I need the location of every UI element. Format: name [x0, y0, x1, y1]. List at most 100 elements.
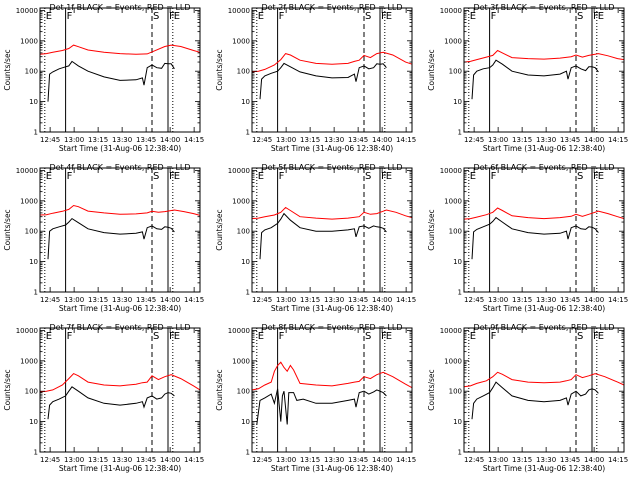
x-tick-label: 13:45	[560, 136, 580, 144]
x-tick-label: 13:30	[112, 296, 132, 304]
x-tick-label: 13:15	[512, 136, 532, 144]
marker-label: E	[386, 331, 392, 342]
x-tick-label: 13:15	[512, 296, 532, 304]
x-axis-label: Start Time (31-Aug-06 12:38:40)	[59, 144, 181, 153]
x-tick-label: 13:00	[488, 136, 508, 144]
y-tick-label: 10000	[440, 7, 462, 15]
marker-label: F	[169, 331, 175, 342]
plot-frame	[39, 327, 201, 453]
y-axis-label: Counts/sec	[215, 369, 224, 410]
marker-label: E	[470, 171, 476, 182]
x-tick-label: 14:15	[184, 456, 204, 464]
y-axis-label: Counts/sec	[215, 49, 224, 90]
marker-label: F	[67, 11, 73, 22]
marker-label: E	[46, 171, 52, 182]
x-tick-label: 13:30	[536, 456, 556, 464]
series-lld-line	[463, 371, 625, 388]
marker-label: F	[381, 171, 387, 182]
series-events-line	[471, 59, 599, 100]
x-tick-label: 13:45	[136, 296, 156, 304]
y-tick-label: 1000	[232, 37, 250, 45]
y-tick-label: 10000	[440, 167, 462, 175]
series-events-line	[471, 216, 599, 260]
y-axis-label: Counts/sec	[215, 209, 224, 250]
plot-frame	[251, 327, 413, 453]
x-tick-label: 13:30	[324, 296, 344, 304]
marker-label: S	[577, 171, 583, 182]
y-tick-label: 100	[25, 228, 38, 236]
series-lld-line	[251, 361, 413, 391]
marker-label: E	[470, 11, 476, 22]
y-axis-label: Counts/sec	[3, 369, 12, 410]
y-tick-label: 100	[25, 388, 38, 396]
x-tick-label: 14:00	[372, 456, 392, 464]
x-tick-label: 13:00	[488, 456, 508, 464]
x-tick-label: 12:45	[252, 136, 272, 144]
x-tick-label: 13:15	[88, 136, 108, 144]
x-tick-label: 14:00	[584, 136, 604, 144]
x-tick-label: 14:15	[608, 456, 628, 464]
x-tick-label: 14:00	[372, 296, 392, 304]
y-tick-label: 100	[25, 68, 38, 76]
x-tick-label: 14:15	[184, 296, 204, 304]
y-tick-label: 100	[449, 68, 462, 76]
marker-label: S	[153, 11, 159, 22]
x-tick-label: 13:45	[348, 136, 368, 144]
marker-label: F	[67, 331, 73, 342]
x-tick-label: 13:45	[560, 456, 580, 464]
x-tick-label: 14:00	[372, 136, 392, 144]
y-tick-label: 1	[458, 129, 462, 137]
marker-label: F	[593, 11, 599, 22]
y-tick-label: 10	[241, 418, 250, 426]
x-tick-label: 14:15	[396, 296, 416, 304]
x-tick-label: 12:45	[252, 296, 272, 304]
marker-label: E	[258, 11, 264, 22]
y-tick-label: 1	[34, 129, 38, 137]
x-tick-label: 13:15	[88, 456, 108, 464]
plot-frame	[463, 327, 625, 453]
marker-label: E	[598, 11, 604, 22]
series-lld-line	[39, 44, 201, 55]
series-events-line	[259, 212, 387, 260]
x-tick-label: 13:15	[512, 456, 532, 464]
y-tick-label: 100	[237, 68, 250, 76]
x-axis-label: Start Time (31-Aug-06 12:38:40)	[483, 144, 605, 153]
marker-label: F	[381, 11, 387, 22]
y-tick-label: 1000	[20, 357, 38, 365]
series-events-line	[47, 386, 175, 420]
x-axis-label: Start Time (31-Aug-06 12:38:40)	[59, 304, 181, 313]
x-tick-label: 13:30	[324, 136, 344, 144]
x-tick-label: 13:00	[276, 136, 296, 144]
x-tick-label: 13:45	[348, 296, 368, 304]
x-tick-label: 12:45	[40, 136, 60, 144]
y-tick-label: 10	[453, 258, 462, 266]
marker-label: S	[577, 331, 583, 342]
series-lld-line	[251, 51, 413, 73]
y-tick-label: 10	[29, 98, 38, 106]
x-tick-label: 13:45	[136, 136, 156, 144]
x-tick-label: 13:00	[64, 296, 84, 304]
series-lld-line	[39, 204, 201, 216]
x-tick-label: 12:45	[464, 456, 484, 464]
x-tick-label: 12:45	[40, 296, 60, 304]
y-tick-label: 10000	[228, 167, 250, 175]
marker-label: S	[153, 171, 159, 182]
marker-label: F	[279, 331, 285, 342]
series-events-line	[47, 217, 175, 260]
x-axis-label: Start Time (31-Aug-06 12:38:40)	[59, 464, 181, 473]
y-tick-label: 10000	[16, 167, 38, 175]
y-tick-label: 100	[449, 388, 462, 396]
x-axis-label: Start Time (31-Aug-06 12:38:40)	[271, 144, 393, 153]
marker-label: E	[386, 171, 392, 182]
marker-label: F	[169, 11, 175, 22]
x-tick-label: 13:15	[300, 136, 320, 144]
y-tick-label: 1	[246, 289, 250, 297]
x-tick-label: 13:45	[348, 456, 368, 464]
x-tick-label: 14:15	[608, 136, 628, 144]
